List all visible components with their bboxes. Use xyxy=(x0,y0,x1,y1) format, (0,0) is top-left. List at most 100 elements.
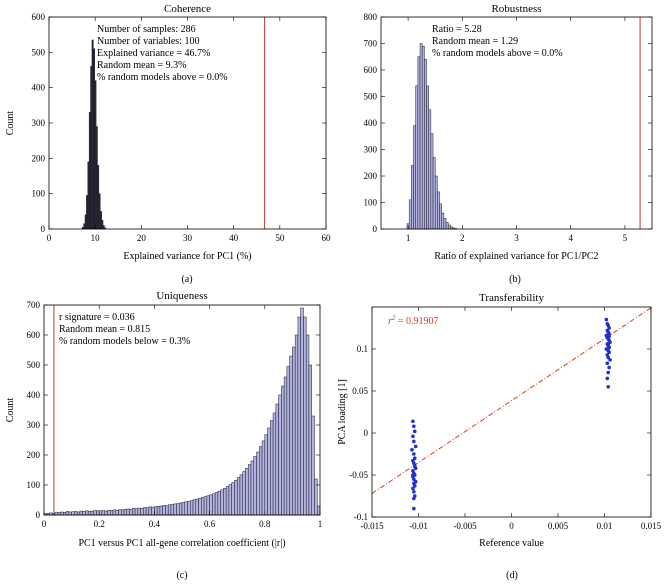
scatter-point xyxy=(412,439,416,444)
y-tick-label: 400 xyxy=(32,83,46,93)
annotation-line: Random mean = 1.29 xyxy=(432,36,518,47)
histogram-bar xyxy=(165,505,169,516)
annotation-line: Ratio = 5.28 xyxy=(432,24,482,35)
scatter-point xyxy=(410,448,414,452)
chart-title: Coherence xyxy=(164,3,211,15)
x-tick-label: 1 xyxy=(406,233,411,243)
panel-caption: (d) xyxy=(506,570,518,581)
panel-caption: (a) xyxy=(181,274,192,285)
y-axis-label: Count xyxy=(5,111,16,136)
histogram-bar xyxy=(167,504,172,516)
chart-title: Robustness xyxy=(491,3,541,15)
histogram-bar xyxy=(419,43,423,230)
y-tick-label: -0.1 xyxy=(354,512,368,522)
annotation-line: Number of variables: 100 xyxy=(97,36,199,47)
x-tick-label: 0.2 xyxy=(94,519,105,529)
scatter-point xyxy=(606,370,611,375)
y-tick-label: 300 xyxy=(32,118,46,128)
histogram-bar xyxy=(170,504,174,516)
x-tick-label: 0.005 xyxy=(548,521,569,531)
histogram-bar xyxy=(445,222,449,230)
histogram-bar xyxy=(300,307,304,516)
histogram-bar xyxy=(126,508,130,516)
histogram-bar xyxy=(437,191,440,230)
histogram-bar xyxy=(104,510,108,516)
histogram-bar xyxy=(223,488,227,516)
scatter-point xyxy=(411,419,415,424)
y-tick-label: 500 xyxy=(364,92,378,102)
x-tick-label: 1 xyxy=(318,519,323,529)
histogram-bar xyxy=(154,506,158,516)
y-tick-label: 200 xyxy=(32,153,46,163)
histogram-bar xyxy=(201,497,205,516)
y-axis-label: PCA loading [1] xyxy=(337,379,348,445)
scatter-point xyxy=(412,490,416,494)
histogram-bar xyxy=(98,510,103,516)
histogram-bar xyxy=(71,511,75,516)
histogram-bar xyxy=(101,510,105,516)
annotation-line: r signature = 0.036 xyxy=(59,312,135,323)
histogram-bar xyxy=(195,498,199,516)
histogram-bar xyxy=(85,510,89,516)
histogram-bar xyxy=(90,510,94,516)
x-tick-label: 0 xyxy=(47,233,52,243)
fit-line xyxy=(371,307,652,494)
histogram-bar xyxy=(305,334,310,516)
panel-caption: (b) xyxy=(509,274,521,285)
x-ticks: -0.015 -0.01 -0.005 0 0.005 0.01 0.015 xyxy=(360,307,662,531)
histogram-bar xyxy=(256,451,260,516)
histogram-bar xyxy=(426,85,429,230)
histogram-bar xyxy=(275,403,279,516)
histogram-bar xyxy=(121,509,125,516)
scatter-point xyxy=(607,334,611,339)
annotation-line: % random models above = 0.0% xyxy=(97,72,228,83)
y-tick-label: 100 xyxy=(364,198,378,208)
histogram-bar xyxy=(190,500,194,516)
y-tick-label: 300 xyxy=(364,145,378,155)
histogram-bar xyxy=(289,355,293,516)
y-ticks: 0 100 200 300 400 500 600 700 xyxy=(27,300,320,520)
histogram-bar xyxy=(415,85,419,230)
y-tick-label: 700 xyxy=(27,300,41,310)
histogram-bar xyxy=(187,500,191,516)
y-tick-label: 0 xyxy=(36,510,41,520)
histogram-bar xyxy=(123,509,128,516)
scatter-point xyxy=(412,424,416,429)
histogram-bar xyxy=(198,497,202,516)
x-tick-label: -0.01 xyxy=(409,521,428,531)
histogram-bar xyxy=(413,125,416,230)
x-tick-label: -0.005 xyxy=(453,521,477,531)
scatter-point xyxy=(607,350,611,355)
y-ticks: -0.1 -0.05 0 0.05 0.1 xyxy=(349,344,651,522)
scatter-point xyxy=(412,496,416,501)
histogram-bar xyxy=(129,509,133,516)
histogram-bar xyxy=(137,507,141,516)
y-axis-label: Count xyxy=(5,398,16,423)
histogram-bar xyxy=(281,385,285,516)
x-axis-label: PC1 versus PC1 all-gene correlation coef… xyxy=(78,538,285,549)
y-tick-label: 500 xyxy=(32,47,46,57)
scatter-point xyxy=(606,385,611,389)
histogram-bar xyxy=(270,420,274,516)
histogram-bar xyxy=(292,346,296,516)
histogram-bar xyxy=(115,509,119,516)
histogram-bar xyxy=(112,509,117,516)
histogram-bar xyxy=(314,478,318,516)
histogram-bar xyxy=(228,484,232,516)
x-tick-label: 4 xyxy=(568,233,573,243)
y-tick-label: 300 xyxy=(27,420,41,430)
scatter-point xyxy=(411,434,415,439)
histogram-bar xyxy=(447,224,451,230)
histogram-bar xyxy=(283,376,288,516)
histogram-bar xyxy=(206,495,210,516)
histogram-bar xyxy=(432,157,436,230)
histogram-bar xyxy=(428,109,432,230)
x-tick-label: 0.01 xyxy=(597,521,613,531)
scatter-point xyxy=(411,486,415,491)
histogram-bar xyxy=(156,506,161,516)
scatter-point xyxy=(412,464,417,469)
chart-title: Uniqueness xyxy=(156,290,207,302)
histogram-bar xyxy=(63,512,67,516)
x-tick-label: 10 xyxy=(91,233,101,243)
